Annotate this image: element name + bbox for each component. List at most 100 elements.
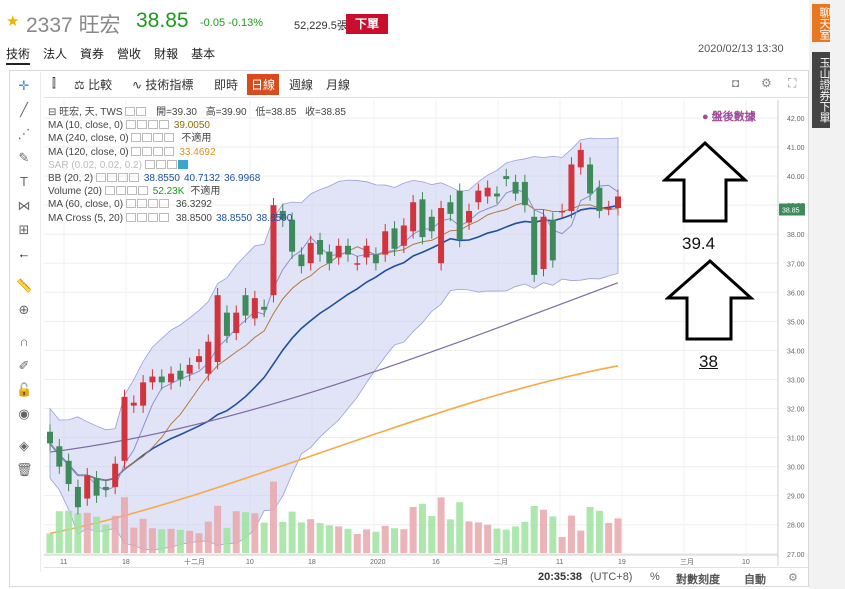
tab-institutional[interactable]: 法人 xyxy=(43,47,68,61)
tab-technical[interactable]: 技術 xyxy=(6,45,31,65)
interval-monthly[interactable]: 月線 xyxy=(326,78,351,92)
legend-volume[interactable]: Volume (20) 52.23K 不適用 xyxy=(48,186,221,198)
volume-bar xyxy=(307,519,315,553)
candle-body xyxy=(65,460,72,485)
clock-time: 20:35:38 xyxy=(538,571,583,583)
interval-intraday[interactable]: 即時 xyxy=(214,78,239,92)
legend-title-row: ⊟ 旺宏, 天, TWS 開=39.30 高=39.90 低=38.85 收=3… xyxy=(48,107,346,118)
chart-legend: ⊟ 旺宏, 天, TWS 開=39.30 高=39.90 低=38.85 收=3… xyxy=(48,106,346,225)
x-tick-label: 11 xyxy=(556,559,563,566)
annotation-lower-price: 38 xyxy=(699,352,718,371)
volume-bar xyxy=(567,515,575,553)
y-tick-label: 42.00 xyxy=(787,116,805,123)
volume-bar xyxy=(614,518,622,553)
volume-bar xyxy=(176,529,184,553)
volume-bar xyxy=(381,525,389,553)
legend-bb[interactable]: BB (20, 2) 38.8550 40.7132 36.9968 xyxy=(48,172,261,184)
percent-toggle[interactable]: % xyxy=(650,571,660,583)
y-tick-label: 35.00 xyxy=(787,319,805,326)
star-icon[interactable]: ★ xyxy=(6,13,20,30)
tab-revenue[interactable]: 營收 xyxy=(117,47,142,61)
candle-type-icon[interactable]: ⫿ xyxy=(52,76,56,90)
brush-icon[interactable]: ✎ xyxy=(18,150,30,165)
fib-icon[interactable]: ⋰ xyxy=(17,126,31,141)
candle-body xyxy=(289,219,296,252)
candle-body xyxy=(493,193,500,197)
y-tick-label: 27.00 xyxy=(787,552,805,559)
legend-ma10[interactable]: MA (10, close, 0) 39.0050 xyxy=(48,120,210,132)
candle-body xyxy=(93,478,100,496)
candle-body xyxy=(261,306,268,310)
candle-body xyxy=(84,475,91,499)
interval-weekly[interactable]: 週線 xyxy=(289,78,314,92)
volume-bar xyxy=(418,503,426,553)
lock-icon[interactable]: 🔓 xyxy=(16,382,33,397)
order-button[interactable]: 下單 xyxy=(346,14,388,34)
tab-basic[interactable]: 基本 xyxy=(191,47,216,61)
ruler-icon[interactable]: 📏 xyxy=(16,278,33,293)
interval-daily[interactable]: 日線 xyxy=(247,74,280,95)
candle-body xyxy=(205,341,212,374)
trash-icon[interactable]: 🗑 xyxy=(16,462,33,477)
volume-bar xyxy=(540,509,548,553)
chat-room-button[interactable]: 聊天室 xyxy=(812,4,830,42)
annotation-upper-price: 39.4 xyxy=(682,234,716,253)
y-tick-label: 29.00 xyxy=(787,494,805,501)
tab-margin[interactable]: 資券 xyxy=(80,47,105,61)
compare-button[interactable]: ⚖ 比較 xyxy=(74,78,113,92)
legend-ma60[interactable]: MA (60, close, 0) 36.3292 xyxy=(48,199,212,211)
crosshair-icon[interactable]: ✛ xyxy=(18,78,30,93)
auto-scale-toggle[interactable]: 自動 xyxy=(744,574,766,586)
price-chart[interactable]: 42.0041.0040.0039.0038.0037.0036.0035.00… xyxy=(44,100,808,566)
volume-bar xyxy=(493,528,501,553)
y-tick-label: 31.00 xyxy=(787,436,805,443)
pattern-icon[interactable]: ⋈ xyxy=(17,198,31,213)
y-tick-label: 30.00 xyxy=(787,465,805,472)
last-price-label: 38.85 xyxy=(782,208,800,215)
fullscreen-icon[interactable]: ⛶ xyxy=(788,76,797,90)
back-arrow-icon[interactable]: ← xyxy=(17,246,31,261)
legend-ma120[interactable]: MA (120, close, 0) 33.4692 xyxy=(48,146,216,158)
volume-bar xyxy=(372,531,380,553)
timezone[interactable]: (UTC+8) xyxy=(590,571,633,583)
legend-sar[interactable]: SAR (0.02, 0.02, 0.2) xyxy=(48,159,346,172)
trendline-icon[interactable]: ╱ xyxy=(20,102,28,117)
candle-body xyxy=(540,216,547,270)
magnet-icon[interactable]: ∩ xyxy=(19,334,29,349)
last-price-tag xyxy=(779,203,805,216)
x-tick-label: 19 xyxy=(618,559,626,566)
candle-body xyxy=(130,402,137,406)
volume-bar xyxy=(530,506,538,553)
volume-bar xyxy=(316,523,324,553)
zoom-icon[interactable]: ⊕ xyxy=(18,302,30,317)
indicators-button[interactable]: ∿ 技術指標 xyxy=(132,78,194,92)
volume-bar xyxy=(139,518,147,553)
x-tick-label: 2020 xyxy=(370,559,386,566)
volume-bar xyxy=(400,529,408,553)
candle-body xyxy=(549,219,556,261)
candle-body xyxy=(568,164,575,211)
volume-bar xyxy=(363,529,371,553)
y-tick-label: 28.00 xyxy=(787,523,805,530)
eye-icon[interactable]: ◉ xyxy=(18,406,30,421)
candle-body xyxy=(102,486,109,490)
drawing-toolbar: ✛ ╱ ⋰ ✎ T ⋈ ⊞ ← 📏 ⊕ ∩ ✐ 🔓 ◉ ◈ 🗑 xyxy=(10,72,41,572)
volume-bar xyxy=(130,527,138,553)
ma20-line xyxy=(49,204,619,482)
gear-icon[interactable]: ⚙ xyxy=(761,76,772,90)
measure-icon[interactable]: ⊞ xyxy=(18,222,30,237)
candle-body xyxy=(158,376,165,383)
log-scale-toggle[interactable]: 對數刻度 xyxy=(676,574,720,586)
layers-icon[interactable]: ◈ xyxy=(19,438,29,453)
candle-body xyxy=(484,187,491,197)
pencil-lock-icon[interactable]: ✐ xyxy=(18,358,30,373)
volume-bar xyxy=(335,526,343,553)
text-icon[interactable]: T xyxy=(20,174,28,189)
tab-financials[interactable]: 財報 xyxy=(154,47,179,61)
scale-settings-icon[interactable]: ⚙ xyxy=(788,572,798,584)
camera-icon[interactable]: ◘ xyxy=(732,76,740,90)
volume-bar xyxy=(465,521,473,553)
legend-ma-cross[interactable]: MA Cross (5, 20) 38.8500 38.8550 38.8500 xyxy=(48,212,293,224)
legend-ma240[interactable]: MA (240, close, 0) 不適用 xyxy=(48,133,212,145)
broker-order-button[interactable]: 玉山證券下單 xyxy=(812,52,830,128)
